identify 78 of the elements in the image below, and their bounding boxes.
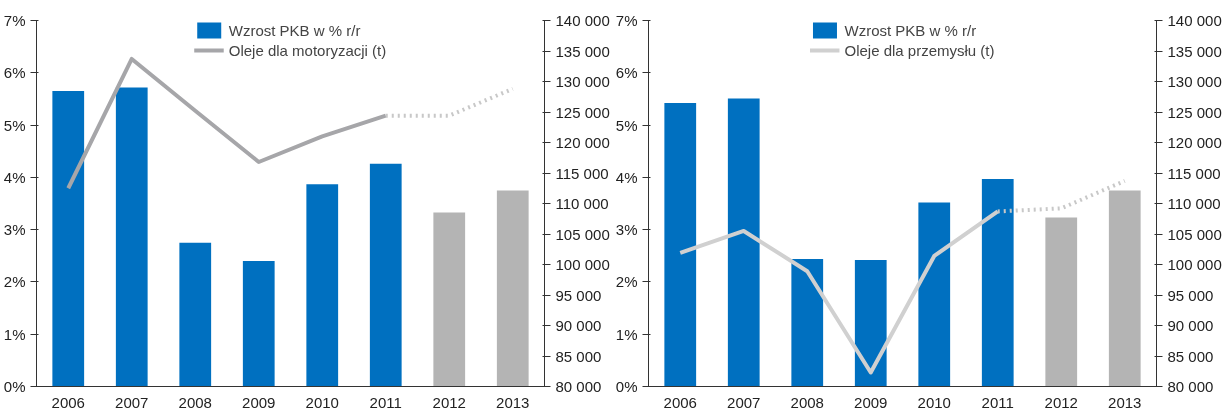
- y2-tick-label: 125 000: [555, 103, 610, 121]
- x-tick-label: 2010: [917, 393, 951, 411]
- bar: [369, 163, 402, 387]
- x-tick-label: 2013: [1108, 393, 1142, 411]
- y-tick-label: 6%: [3, 64, 26, 82]
- y2-tick-label: 95 000: [555, 286, 602, 304]
- x-tick-label: 2012: [1044, 393, 1078, 411]
- y-tick-label: 5%: [3, 116, 26, 134]
- legend-label: Wzrost PKB w % r/r: [844, 21, 977, 39]
- bar: [179, 242, 212, 387]
- x-tick-label: 2008: [790, 393, 824, 411]
- x-tick-label: 2006: [51, 393, 85, 411]
- y-tick-label: 6%: [615, 64, 638, 82]
- y2-tick-label: 140 000: [1167, 12, 1222, 29]
- y2-tick-label: 135 000: [555, 42, 610, 60]
- y2-tick-label: 105 000: [1167, 225, 1222, 243]
- y-tick-label: 2%: [3, 273, 26, 291]
- y2-tick-label: 135 000: [1167, 42, 1222, 60]
- y-tick-label: 4%: [615, 168, 638, 186]
- y2-tick-label: 140 000: [555, 12, 610, 29]
- y-tick-label: 5%: [615, 116, 638, 134]
- x-tick-label: 2008: [178, 393, 212, 411]
- x-tick-label: 2009: [242, 393, 276, 411]
- x-tick-label: 2009: [854, 393, 888, 411]
- y2-tick-label: 90 000: [555, 317, 602, 334]
- y2-tick-label: 110 000: [1167, 195, 1221, 212]
- y2-tick-label: 80 000: [1167, 378, 1214, 395]
- y2-tick-label: 95 000: [1167, 286, 1214, 304]
- y2-tick-label: 90 000: [1167, 317, 1214, 334]
- bar: [664, 103, 697, 387]
- bar: [791, 258, 824, 387]
- bar: [1108, 190, 1141, 387]
- x-tick-label: 2007: [727, 393, 761, 411]
- y2-tick-label: 100 000: [1167, 256, 1222, 273]
- bar: [1045, 217, 1078, 387]
- bar: [115, 87, 148, 387]
- y2-tick-label: 120 000: [1167, 134, 1222, 151]
- bar: [981, 178, 1014, 387]
- x-tick-label: 2010: [305, 393, 339, 411]
- y-tick-label: 0%: [3, 378, 26, 395]
- y-tick-label: 0%: [615, 378, 638, 395]
- x-tick-label: 2006: [663, 393, 697, 411]
- bar: [854, 259, 887, 387]
- y-tick-label: 3%: [615, 221, 638, 239]
- legend-label: Oleje dla motoryzacji (t): [228, 41, 387, 59]
- x-tick-label: 2012: [432, 393, 466, 411]
- legend-label: Wzrost PKB w % r/r: [228, 21, 361, 39]
- x-tick-label: 2007: [115, 393, 149, 411]
- y2-tick-label: 105 000: [555, 225, 610, 243]
- bar: [52, 91, 85, 387]
- bar: [727, 98, 760, 387]
- y-tick-label: 7%: [3, 12, 26, 29]
- y-tick-label: 3%: [3, 221, 26, 239]
- y-tick-label: 4%: [3, 168, 26, 186]
- bar: [918, 202, 951, 387]
- bar: [496, 190, 529, 387]
- y2-tick-label: 120 000: [555, 134, 610, 151]
- y2-tick-label: 115 000: [1167, 164, 1221, 182]
- x-tick-label: 2011: [369, 393, 402, 411]
- y2-tick-label: 125 000: [1167, 103, 1222, 121]
- y-tick-label: 1%: [3, 325, 26, 343]
- y2-tick-label: 110 000: [555, 195, 609, 212]
- y2-tick-label: 85 000: [1167, 347, 1214, 365]
- y2-tick-label: 130 000: [555, 73, 610, 90]
- y-tick-label: 7%: [615, 12, 638, 29]
- bar: [306, 184, 339, 387]
- y-tick-label: 2%: [615, 273, 638, 291]
- bar: [433, 212, 466, 387]
- y2-tick-label: 85 000: [555, 347, 602, 365]
- legend-label: Oleje dla przemysłu (t): [844, 41, 995, 59]
- y2-tick-label: 115 000: [555, 164, 609, 182]
- y2-tick-label: 80 000: [555, 378, 602, 395]
- bar: [242, 261, 275, 387]
- x-tick-label: 2013: [496, 393, 530, 411]
- y-tick-label: 1%: [615, 325, 638, 343]
- y2-tick-label: 100 000: [555, 256, 610, 273]
- y2-tick-label: 130 000: [1167, 73, 1222, 90]
- x-tick-label: 2011: [981, 393, 1014, 411]
